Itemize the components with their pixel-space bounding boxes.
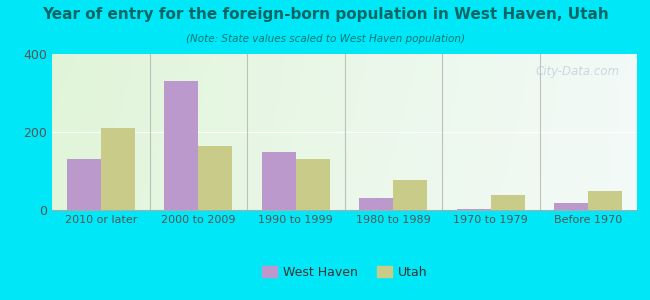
Text: Year of entry for the foreign-born population in West Haven, Utah: Year of entry for the foreign-born popul… <box>42 8 608 22</box>
Bar <box>554 203 588 210</box>
Bar <box>588 190 623 210</box>
Bar <box>359 198 393 210</box>
Bar <box>296 159 330 210</box>
Bar <box>66 159 101 210</box>
Bar <box>261 152 296 210</box>
Text: (Note: State values scaled to West Haven population): (Note: State values scaled to West Haven… <box>185 34 465 44</box>
Bar <box>393 180 428 210</box>
Bar <box>491 195 525 210</box>
Text: City-Data.com: City-Data.com <box>536 65 619 78</box>
Bar <box>198 146 233 210</box>
Bar <box>164 81 198 210</box>
Legend: West Haven, Utah: West Haven, Utah <box>261 266 428 279</box>
Bar <box>101 128 135 210</box>
Bar <box>457 209 491 210</box>
